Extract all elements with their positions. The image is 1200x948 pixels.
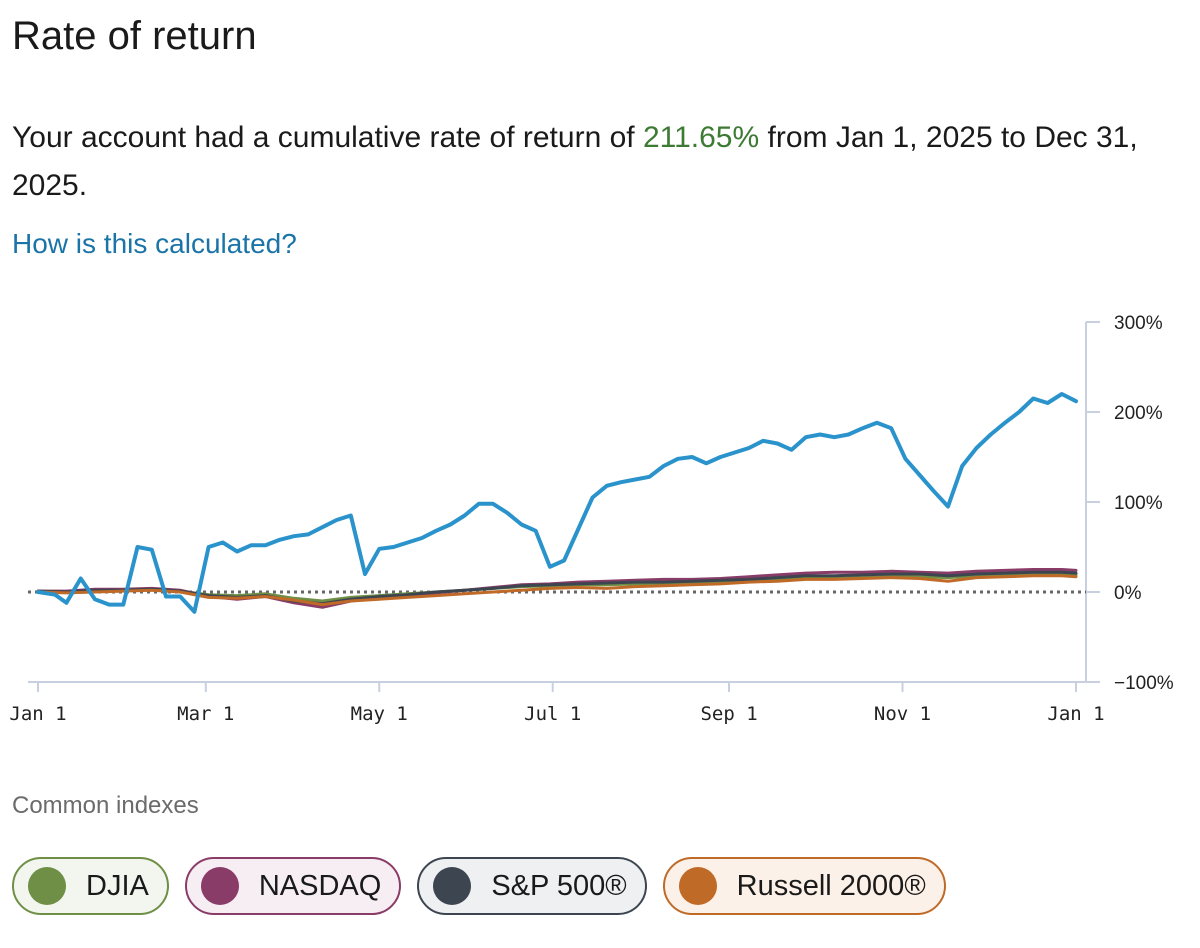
x-tick-label: Nov 1 bbox=[874, 703, 931, 725]
index-toggle-sp500[interactable]: S&P 500® bbox=[417, 857, 647, 915]
return-summary: Your account had a cumulative rate of re… bbox=[12, 114, 1182, 210]
y-tick-label: −100% bbox=[1114, 673, 1174, 694]
series-line-s-p-500 bbox=[36, 570, 1078, 606]
cumulative-rate: 211.65% bbox=[642, 121, 760, 154]
x-tick-label: Jan 1 bbox=[1047, 703, 1104, 725]
index-toggle-nasdaq[interactable]: NASDAQ bbox=[184, 857, 402, 915]
common-indexes-label: Common indexes bbox=[12, 792, 199, 819]
x-tick-label: Sep 1 bbox=[700, 703, 757, 725]
series-line-russell-2000 bbox=[36, 574, 1078, 607]
djia-color-dot bbox=[28, 867, 66, 905]
nasdaq-color-dot bbox=[200, 867, 239, 905]
index-toggle-label: Russell 2000® bbox=[736, 869, 926, 902]
y-tick-label: 100% bbox=[1114, 493, 1163, 514]
sp500-color-dot bbox=[433, 867, 472, 905]
index-toggle-label: NASDAQ bbox=[258, 869, 382, 902]
index-toggle-label: DJIA bbox=[86, 869, 149, 902]
y-tick-label: 200% bbox=[1114, 403, 1163, 424]
x-tick-label: Mar 1 bbox=[177, 703, 234, 725]
index-toggle-djia[interactable]: DJIA bbox=[12, 857, 169, 915]
x-tick-label: May 1 bbox=[351, 703, 408, 725]
summary-prefix: Your account had a cumulative rate of re… bbox=[12, 121, 643, 154]
y-tick-label: 300% bbox=[1114, 313, 1163, 334]
index-toggle-group: DJIA NASDAQ S&P 500® Russell 2000® bbox=[12, 857, 946, 915]
how-calculated-link[interactable]: How is this calculated? bbox=[12, 228, 297, 259]
x-tick-label: Jul 1 bbox=[524, 703, 581, 725]
x-tick-label: Jan 1 bbox=[9, 703, 66, 725]
index-toggle-label: S&P 500® bbox=[491, 869, 627, 902]
summary-suffix: from Jan 1, 2025 to Dec 31, 2025. bbox=[12, 121, 1138, 202]
index-toggle-russell-2000[interactable]: Russell 2000® bbox=[662, 857, 946, 915]
page-title: Rate of return bbox=[12, 14, 257, 58]
series-line-account bbox=[36, 392, 1078, 614]
rate-of-return-chart: 300% 200% 100% 0% −100% Jan 1 Mar 1 May 1 Jul 1 S… bbox=[9, 313, 1174, 725]
y-tick-label: 0% bbox=[1114, 583, 1142, 604]
russell-2000-color-dot bbox=[678, 867, 717, 905]
